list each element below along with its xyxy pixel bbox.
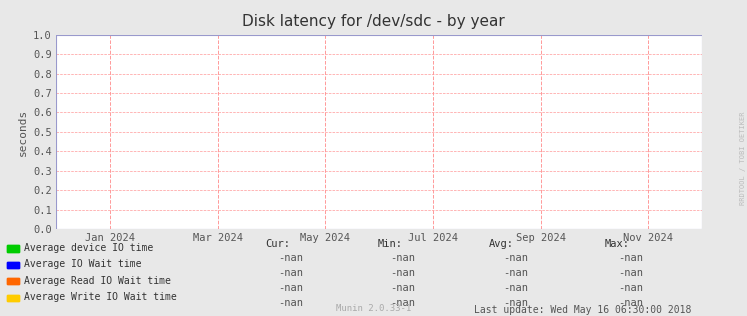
FancyBboxPatch shape	[7, 295, 19, 301]
Text: -nan: -nan	[279, 268, 303, 278]
Text: -nan: -nan	[279, 283, 303, 293]
Text: Cur:: Cur:	[265, 239, 290, 249]
Text: -nan: -nan	[391, 253, 415, 263]
Text: -nan: -nan	[503, 298, 527, 308]
Text: -nan: -nan	[619, 283, 643, 293]
Y-axis label: seconds: seconds	[17, 108, 28, 155]
Text: Average device IO time: Average device IO time	[24, 243, 153, 253]
Text: Disk latency for /dev/sdc - by year: Disk latency for /dev/sdc - by year	[242, 14, 505, 29]
Text: -nan: -nan	[619, 268, 643, 278]
Text: -nan: -nan	[619, 253, 643, 263]
FancyBboxPatch shape	[7, 262, 19, 268]
Text: Avg:: Avg:	[489, 239, 514, 249]
Text: -nan: -nan	[391, 268, 415, 278]
Text: Max:: Max:	[605, 239, 630, 249]
Text: Min:: Min:	[377, 239, 402, 249]
Text: -nan: -nan	[391, 283, 415, 293]
Text: Average Read IO Wait time: Average Read IO Wait time	[24, 276, 171, 286]
Text: -nan: -nan	[279, 298, 303, 308]
FancyBboxPatch shape	[7, 278, 19, 284]
Text: -nan: -nan	[619, 298, 643, 308]
Text: -nan: -nan	[279, 253, 303, 263]
Text: RRDTOOL / TOBI OETIKER: RRDTOOL / TOBI OETIKER	[740, 111, 746, 205]
Text: -nan: -nan	[503, 253, 527, 263]
FancyBboxPatch shape	[7, 245, 19, 252]
Text: -nan: -nan	[391, 298, 415, 308]
Text: Last update: Wed May 16 06:30:00 2018: Last update: Wed May 16 06:30:00 2018	[474, 305, 692, 315]
Text: -nan: -nan	[503, 268, 527, 278]
Text: Average Write IO Wait time: Average Write IO Wait time	[24, 292, 176, 302]
Text: Average IO Wait time: Average IO Wait time	[24, 259, 141, 270]
Text: Munin 2.0.33-1: Munin 2.0.33-1	[336, 305, 411, 313]
Text: -nan: -nan	[503, 283, 527, 293]
